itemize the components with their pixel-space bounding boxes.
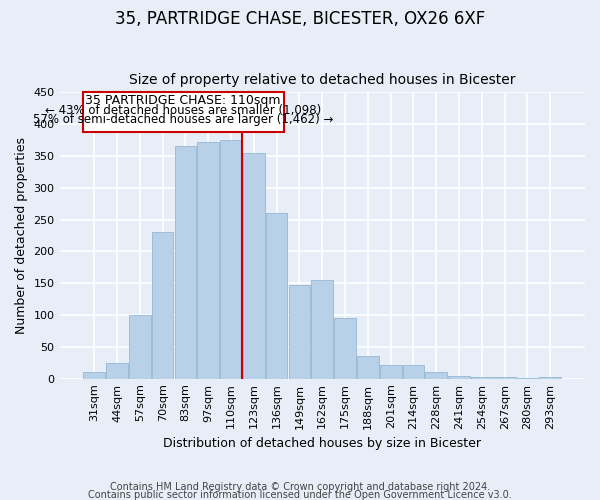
Text: ← 43% of detached houses are smaller (1,098): ← 43% of detached houses are smaller (1,… [45,104,322,117]
Bar [380,364,401,378]
Bar [425,372,447,378]
X-axis label: Distribution of detached houses by size in Bicester: Distribution of detached houses by size … [163,437,481,450]
Bar [403,364,424,378]
Bar [83,372,105,378]
Bar [266,213,287,378]
Y-axis label: Number of detached properties: Number of detached properties [15,137,28,334]
Bar [289,284,310,378]
Text: 57% of semi-detached houses are larger (1,462) →: 57% of semi-detached houses are larger (… [33,113,334,126]
Bar [197,142,219,378]
Bar [311,280,333,378]
Bar [129,315,151,378]
Bar [448,376,470,378]
Title: Size of property relative to detached houses in Bicester: Size of property relative to detached ho… [129,73,515,87]
Text: Contains HM Land Registry data © Crown copyright and database right 2024.: Contains HM Land Registry data © Crown c… [110,482,490,492]
Bar [106,363,128,378]
Text: 35, PARTRIDGE CHASE, BICESTER, OX26 6XF: 35, PARTRIDGE CHASE, BICESTER, OX26 6XF [115,10,485,28]
Bar [243,153,265,378]
Bar [83,92,284,132]
Bar [175,146,196,378]
Bar [152,232,173,378]
Bar [220,140,242,378]
Text: 35 PARTRIDGE CHASE: 110sqm: 35 PARTRIDGE CHASE: 110sqm [85,94,281,107]
Bar [334,318,356,378]
Text: Contains public sector information licensed under the Open Government Licence v3: Contains public sector information licen… [88,490,512,500]
Bar [357,356,379,378]
